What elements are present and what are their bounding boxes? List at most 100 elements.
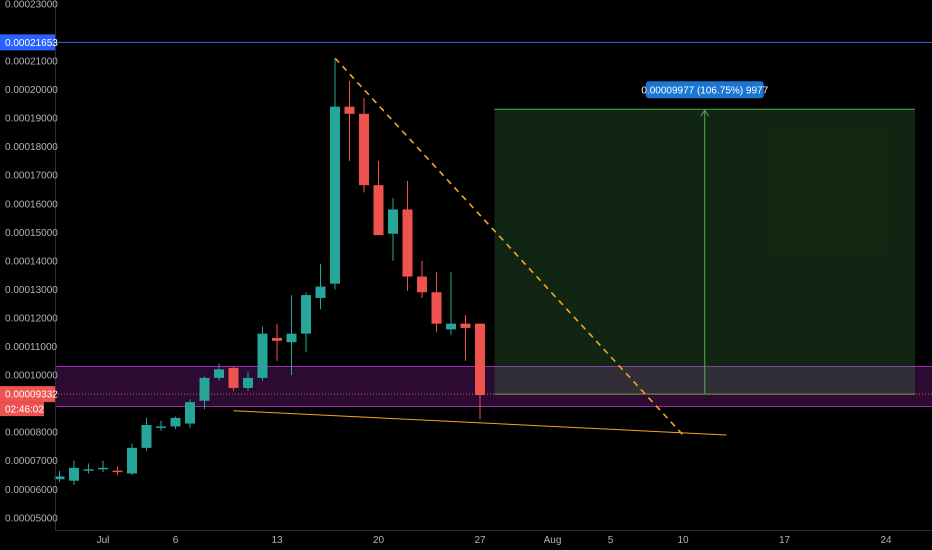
candle-body <box>359 113 369 186</box>
y-tick-label: 0.00016000 <box>5 199 58 210</box>
x-tick-label: 13 <box>271 535 283 546</box>
candle-body <box>199 377 210 401</box>
y-tick-label: 0.00005000 <box>5 513 58 524</box>
candle-body <box>54 476 65 480</box>
candle-body <box>315 286 326 298</box>
candle-body <box>257 333 268 378</box>
y-tick-label: 0.00014000 <box>5 256 58 267</box>
candle-body <box>112 470 123 473</box>
candle <box>315 263 326 310</box>
x-tick-label: 24 <box>880 535 892 546</box>
candle-body <box>330 106 340 284</box>
trendline-layer[interactable] <box>233 57 727 436</box>
countdown-tag <box>0 402 44 417</box>
candle-body <box>214 369 224 378</box>
candle-body <box>431 292 442 324</box>
x-tick-label: 6 <box>173 535 179 546</box>
y-tick-label: 0.00012000 <box>5 313 58 324</box>
candle <box>127 443 137 475</box>
y-tick-label: 0.00011000 <box>5 342 58 353</box>
downtrend-line[interactable] <box>334 57 684 436</box>
y-tick-label: 0.00015000 <box>5 228 58 239</box>
candle-body <box>388 209 398 234</box>
y-tick-label: 0.00021000 <box>5 57 58 68</box>
y-tick-label: 0.00006000 <box>5 485 58 496</box>
candle <box>431 272 442 333</box>
candle <box>446 272 456 336</box>
position-label-text: 0.00009977 (106.75%) 9977 <box>641 85 768 96</box>
candle-body <box>301 295 311 334</box>
candle-body <box>446 323 456 330</box>
long-position-layer[interactable]: 0.00009977 (106.75%) 9977 <box>494 81 916 395</box>
time-axis[interactable]: Jul 6 13 20 27 Aug 5 10 17 24 <box>97 535 892 546</box>
candle-body <box>170 417 181 427</box>
candle <box>214 363 224 381</box>
candle <box>98 460 108 473</box>
candle <box>112 466 123 475</box>
candle-body <box>272 337 282 341</box>
position-label-box <box>645 81 764 99</box>
candle <box>185 399 195 428</box>
candle-body <box>98 467 108 470</box>
current-price-tag-text: 0.00009332 <box>5 390 58 401</box>
candle <box>69 460 79 485</box>
y-tick-label: 0.00013000 <box>5 285 58 296</box>
y-tick-label: 0.00007000 <box>5 456 58 467</box>
candle-body <box>475 323 485 396</box>
candle <box>330 58 340 290</box>
candle <box>301 292 311 353</box>
candle <box>373 160 384 236</box>
countdown-tag-text: 02:46:02 <box>5 405 44 416</box>
candle-body <box>141 425 152 448</box>
price-tags-layer: 0.00021653 0.00009332 02:46:02 <box>0 34 932 417</box>
candle <box>286 295 297 376</box>
candle <box>417 260 427 298</box>
candle-body <box>460 323 471 328</box>
x-tick-label: 27 <box>474 535 486 546</box>
candle-body <box>185 402 195 424</box>
y-tick-label: 0.00010000 <box>5 371 58 382</box>
price-line-tag <box>0 34 55 51</box>
candle <box>199 376 210 410</box>
candle <box>402 180 413 291</box>
candle <box>170 416 181 430</box>
y-tick-label: 0.00008000 <box>5 428 58 439</box>
x-tick-label: 17 <box>779 535 791 546</box>
current-price-tag <box>0 386 55 403</box>
candle-body <box>344 106 355 114</box>
position-arrow-head <box>700 109 710 117</box>
y-tick-label: 0.00017000 <box>5 171 58 182</box>
candle <box>359 98 369 193</box>
candle <box>156 420 166 431</box>
candle-body <box>156 426 166 428</box>
candle <box>475 323 485 420</box>
candle-body <box>402 209 413 277</box>
candle-body <box>83 469 94 471</box>
candle-body <box>127 447 137 474</box>
candle-body <box>286 333 297 343</box>
candle-body <box>417 276 427 293</box>
x-tick-label: Aug <box>544 535 562 546</box>
candle-body <box>228 367 239 388</box>
x-tick-label: 20 <box>373 535 385 546</box>
candle <box>344 80 355 161</box>
candle <box>388 198 398 261</box>
candle-body <box>243 377 253 388</box>
x-tick-label: Jul <box>97 535 110 546</box>
x-tick-label: 5 <box>608 535 614 546</box>
candle <box>228 366 239 391</box>
candle <box>257 326 268 381</box>
candle <box>54 470 65 483</box>
y-tick-label: 0.00019000 <box>5 114 58 125</box>
price-line-tag-text: 0.00021653 <box>5 38 58 49</box>
candle-body <box>69 467 79 481</box>
y-tick-label: 0.00018000 <box>5 142 58 153</box>
candle <box>243 372 253 391</box>
candle <box>83 463 94 474</box>
candle <box>460 315 471 361</box>
y-tick-label: 0.00020000 <box>5 85 58 96</box>
price-axis[interactable]: 0.00023000 0.00021000 0.00020000 0.00019000… <box>5 0 58 524</box>
support-trendline[interactable] <box>233 410 727 436</box>
